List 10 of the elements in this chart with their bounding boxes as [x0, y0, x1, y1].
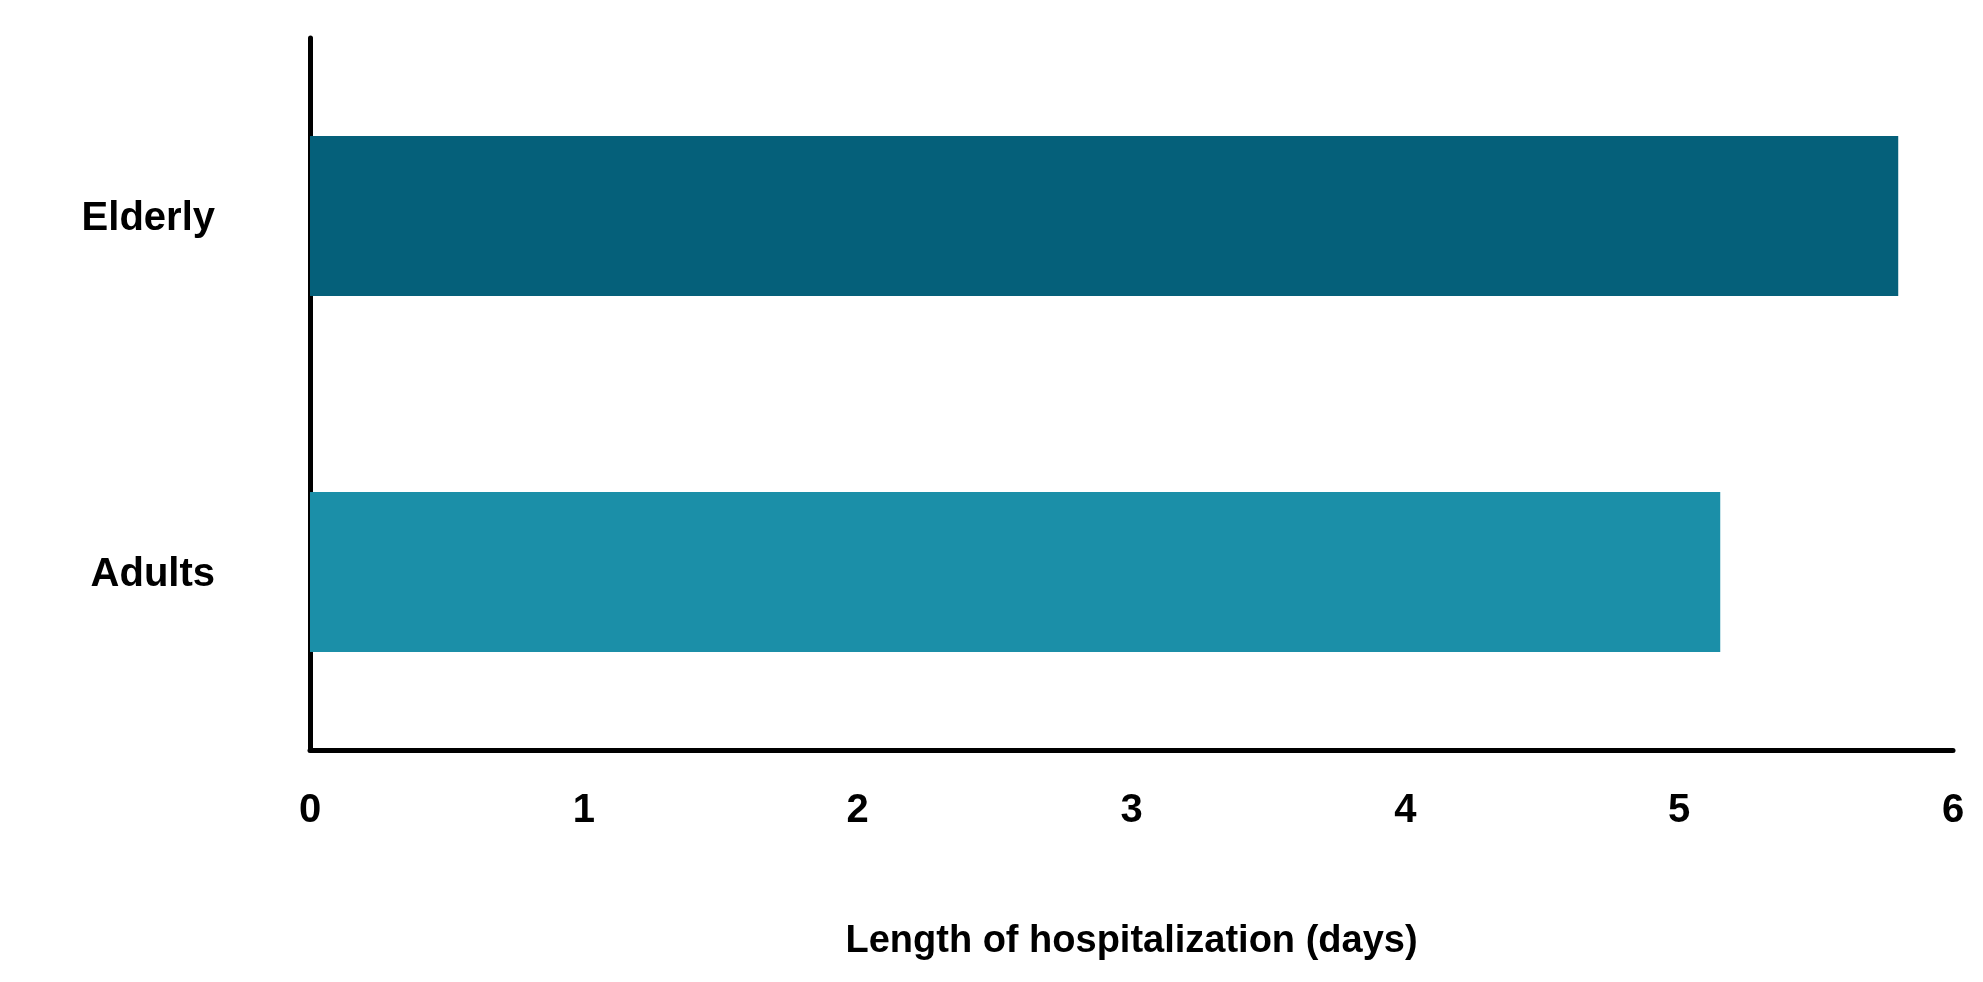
x-axis-title: Length of hospitalization (days) [845, 918, 1418, 960]
y-tick-label: Elderly [81, 194, 216, 238]
x-tick-label: 5 [1668, 786, 1691, 830]
x-tick-label: 3 [1120, 786, 1143, 830]
x-tick-label: 0 [298, 786, 322, 830]
x-tick-label: 1 [572, 786, 595, 830]
x-tick-label: 2 [846, 786, 869, 830]
y-tick-label: Adults [90, 550, 215, 594]
x-tick-label: 6 [1941, 786, 1965, 830]
x-tick-label: 4 [1394, 786, 1418, 830]
